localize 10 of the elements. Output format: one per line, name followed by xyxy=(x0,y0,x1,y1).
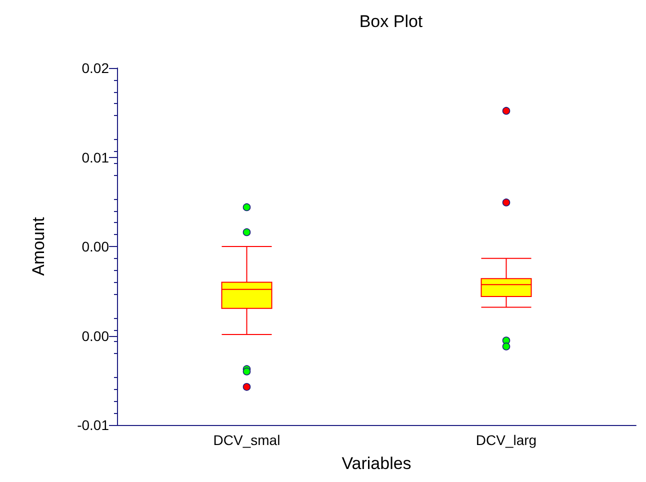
x-axis-title: Variables xyxy=(342,454,412,473)
x-tick-label: DCV_larg xyxy=(476,432,537,448)
y-axis-title: Amount xyxy=(29,216,48,276)
x-tick-label: DCV_smal xyxy=(213,432,280,448)
y-tick-label: 0.02 xyxy=(82,60,110,76)
y-tick-label: -0.01 xyxy=(77,417,110,433)
y-tick-label: 0.00 xyxy=(82,328,110,344)
y-tick-label: 0.01 xyxy=(82,149,110,166)
chart-title: Box Plot xyxy=(359,12,423,31)
y-tick-label: 0.00 xyxy=(82,238,110,254)
